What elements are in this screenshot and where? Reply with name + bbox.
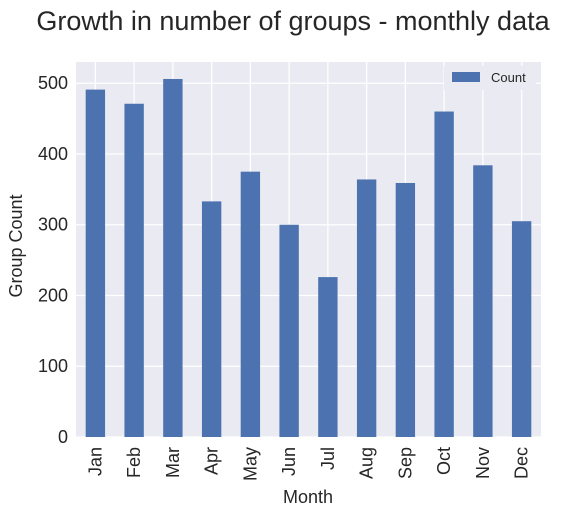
x-tick-label: Dec (512, 447, 532, 479)
bar-oct (434, 111, 454, 437)
y-tick-label: 400 (38, 144, 68, 164)
y-axis-label: Group Count (6, 194, 26, 297)
bar-feb (124, 103, 144, 437)
x-axis-ticks: Jan Feb Mar Apr May Jun Jul Aug Sep Oct Nov Dec (85, 447, 531, 481)
y-tick-label: 0 (58, 427, 68, 447)
bar-apr (201, 201, 222, 437)
y-tick-label: 200 (38, 285, 68, 305)
bar-series (85, 78, 532, 438)
y-tick-label: 500 (38, 73, 68, 93)
y-axis-ticks: 0 100 200 300 400 500 (38, 73, 68, 447)
bar-mar (163, 78, 183, 437)
bar-nov (473, 165, 493, 437)
legend-label: Count (491, 70, 526, 85)
x-tick-label: Apr (202, 447, 222, 475)
bar-may (240, 171, 261, 438)
x-tick-label: Nov (473, 447, 493, 479)
x-tick-label: Feb (124, 447, 144, 478)
bar-sep (395, 182, 416, 437)
bar-aug (356, 179, 377, 438)
chart-title: Growth in number of groups - monthly dat… (36, 6, 550, 36)
x-axis-label: Month (283, 487, 333, 507)
x-tick-label: Jan (85, 447, 105, 476)
bar-dec (511, 221, 532, 437)
x-tick-label: Jul (318, 447, 338, 470)
x-tick-label: Aug (357, 447, 377, 479)
x-tick-label: Mar (163, 447, 183, 478)
y-tick-label: 300 (38, 215, 68, 235)
y-tick-label: 100 (38, 356, 68, 376)
bar-jul (318, 277, 338, 437)
bar-jun (279, 224, 299, 437)
x-tick-label: Jun (279, 447, 299, 476)
x-tick-label: May (240, 447, 260, 481)
legend: Count (444, 66, 536, 90)
plot-area (76, 62, 541, 437)
bar-jan (85, 89, 106, 438)
legend-swatch (452, 72, 480, 82)
x-tick-label: Oct (434, 447, 454, 475)
x-tick-label: Sep (395, 447, 415, 479)
